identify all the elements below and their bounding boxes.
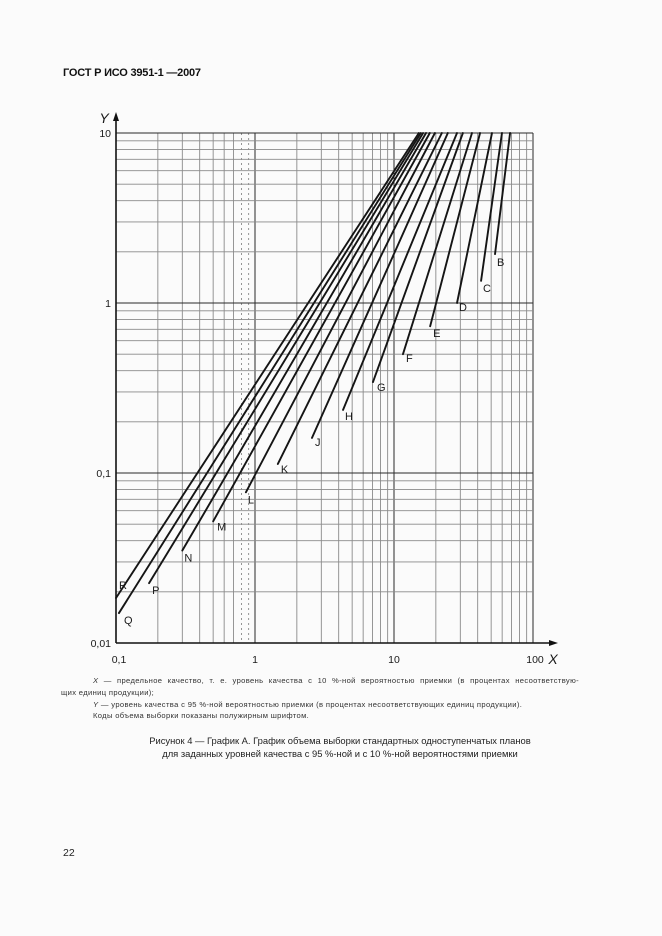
caption-line-2: для заданных уровней качества с 95 %-ной… — [162, 748, 518, 759]
series-label-G: G — [377, 382, 386, 394]
series-line-C — [480, 132, 503, 282]
y-tick-label: 0,01 — [91, 638, 112, 650]
series-line-N — [181, 132, 427, 552]
y-axis-label: Y — [99, 110, 110, 126]
series-label-C: C — [483, 283, 491, 295]
y-tick-label: 1 — [105, 298, 111, 310]
series-label-F: F — [406, 353, 413, 365]
x-tick-label: 10 — [388, 654, 400, 666]
series-line-B — [494, 132, 512, 256]
figure-caption: Рисунок 4 — График А. График объема выбо… — [100, 734, 580, 760]
series-line-L — [244, 132, 436, 494]
y-tick-label: 10 — [99, 128, 111, 140]
series-line-E — [429, 132, 482, 328]
series-line-M — [212, 132, 431, 523]
page-number: 22 — [63, 847, 75, 859]
series-label-R: R — [119, 580, 127, 592]
series-label-N: N — [184, 553, 192, 565]
series-label-K: K — [281, 464, 289, 476]
x-axis-label: X — [547, 651, 558, 667]
note-y-text: — уровень качества с 95 %-ной вероятност… — [98, 699, 523, 709]
x-tick-label: 0,1 — [112, 654, 127, 666]
note-x-definition: X — предельное качество, т. е. уровень к… — [61, 675, 579, 687]
series-lines — [115, 132, 512, 615]
note-var-x: X — [93, 676, 99, 685]
series-line-R — [115, 132, 420, 599]
note-x-text: — предельное качество, т. е. уровень кач… — [98, 676, 579, 685]
note-codes: Коды объема выборки показаны полужирным … — [93, 711, 310, 721]
x-tick-label: 100 — [526, 654, 544, 666]
y-axis-arrow-icon — [113, 112, 119, 121]
series-line-F — [402, 132, 473, 356]
document-header: ГОСТ Р ИСО 3951-1 —2007 — [63, 67, 201, 79]
x-axis-arrow-icon — [549, 640, 558, 646]
y-tick-label: 0,1 — [96, 468, 111, 480]
series-label-Q: Q — [124, 615, 133, 627]
series-label-J: J — [315, 437, 321, 449]
series-label-P: P — [152, 585, 159, 597]
series-label-M: M — [217, 521, 226, 533]
series-line-H — [342, 132, 458, 411]
gridlines — [115, 132, 534, 644]
series-label-L: L — [248, 494, 254, 506]
figure-notes: X — предельное качество, т. е. уровень к… — [61, 675, 579, 722]
x-tick-label: 1 — [252, 654, 258, 666]
note-var-y: Y — [93, 699, 99, 709]
caption-line-1: Рисунок 4 — График А. График объема выбо… — [149, 735, 531, 746]
series-label-D: D — [459, 302, 467, 314]
series-line-D — [456, 132, 493, 304]
series-label-B: B — [497, 257, 504, 269]
axes — [113, 112, 558, 646]
note-y-definition: Y — уровень качества с 95 %-ной вероятно… — [61, 699, 579, 711]
series-line-J — [311, 132, 449, 439]
note-x-continuation: щих единиц продукции); — [61, 687, 155, 697]
series-label-H: H — [345, 411, 353, 423]
series-line-P — [148, 132, 425, 585]
series-line-Q — [117, 132, 422, 615]
series-line-G — [372, 132, 464, 383]
series-line-K — [276, 132, 443, 465]
series-label-E: E — [433, 328, 440, 340]
